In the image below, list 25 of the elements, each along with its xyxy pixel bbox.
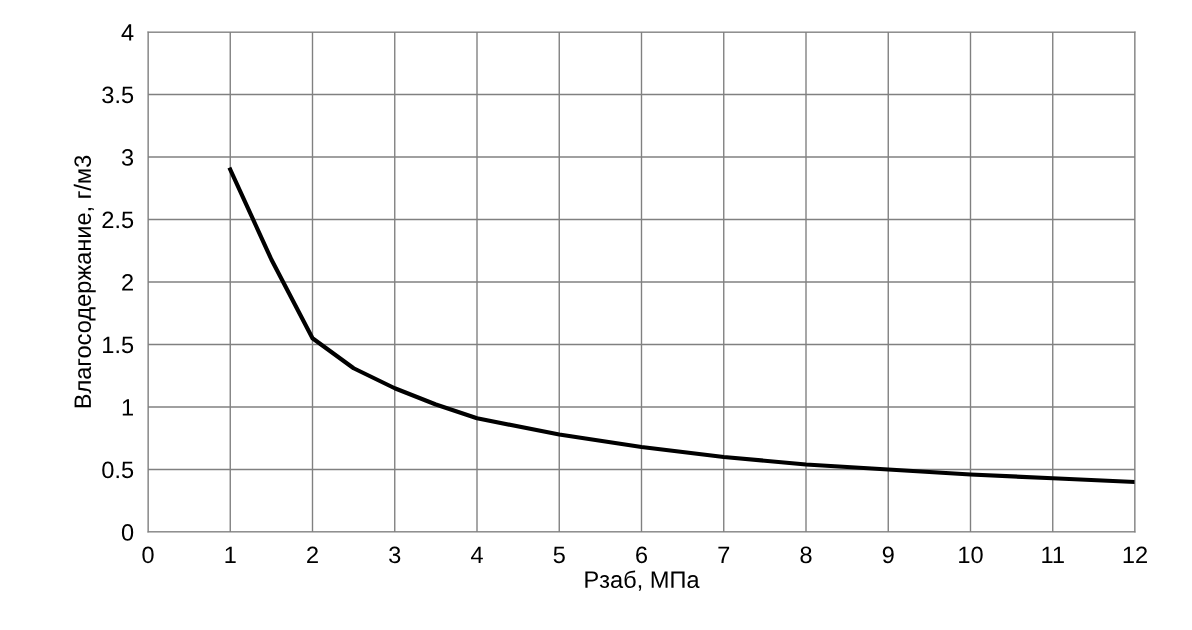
y-tick-label: 2 [122, 274, 133, 291]
x-tick-label: 1 [225, 546, 236, 563]
x-tick-label: 6 [636, 546, 648, 564]
x-tick-label: 12 [1123, 546, 1147, 563]
x-tick-label: 11 [1042, 546, 1064, 563]
x-tick-label: 9 [882, 546, 894, 564]
y-tick-label: 0 [121, 524, 134, 541]
x-tick-label: 0 [142, 546, 154, 564]
y-tick-label: 1 [122, 399, 133, 416]
x-tick-label: 7 [718, 546, 730, 563]
line-series [228, 167, 1135, 485]
y-tick-label: 1.5 [103, 336, 134, 354]
x-tick-label: 10 [959, 546, 983, 564]
x-tick-label: 2 [307, 546, 318, 563]
x-tick-label: 3 [389, 546, 401, 564]
x-tick-label: 5 [553, 546, 565, 564]
y-tick-label: 0.5 [102, 461, 134, 479]
y-tick-label: 4 [121, 24, 134, 41]
x-tick-label: 8 [800, 546, 812, 564]
y-axis-title: Влагосодержание, г/м3 [73, 155, 96, 408]
x-tick-label: 4 [470, 546, 483, 563]
x-axis-title: Рзаб, МПа [585, 570, 700, 591]
y-tick-label: 3.5 [102, 86, 134, 104]
y-tick-label: 3 [121, 149, 134, 166]
y-tick-label: 2.5 [102, 211, 134, 229]
